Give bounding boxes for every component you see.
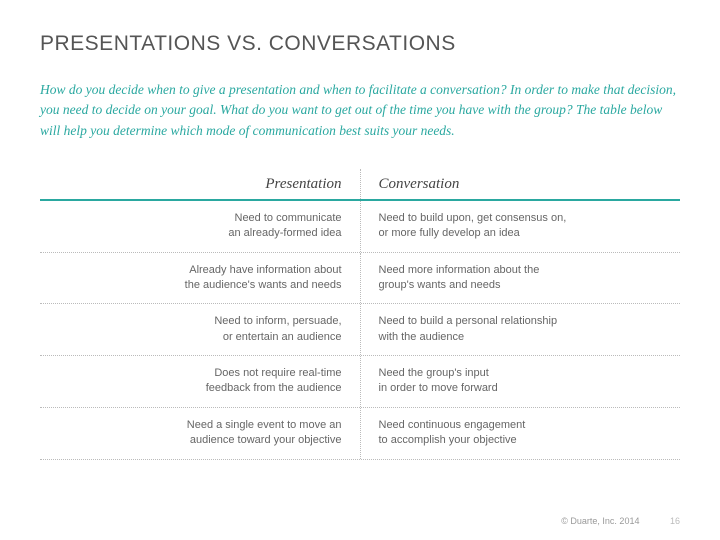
table-row: Need a single event to move anaudience t…: [40, 408, 680, 460]
page-number: 16: [670, 516, 680, 526]
copyright-text: © Duarte, Inc. 2014: [561, 516, 639, 526]
header-conversation: Conversation: [361, 169, 681, 199]
presentation-cell: Need to communicatean already-formed ide…: [40, 201, 361, 252]
conversation-cell: Need to build upon, get consensus on,or …: [361, 201, 681, 252]
conversation-cell: Need the group's inputin order to move f…: [361, 356, 681, 407]
header-presentation: Presentation: [40, 169, 361, 199]
conversation-cell: Need to build a personal relationshipwit…: [361, 304, 681, 355]
table-row: Already have information aboutthe audien…: [40, 253, 680, 305]
table-row: Does not require real-timefeedback from …: [40, 356, 680, 408]
comparison-table: Presentation Conversation Need to commun…: [40, 169, 680, 460]
presentation-cell: Does not require real-timefeedback from …: [40, 356, 361, 407]
page-title: PRESENTATIONS VS. CONVERSATIONS: [40, 32, 680, 56]
header-right-label: Conversation: [379, 176, 460, 192]
presentation-cell: Need to inform, persuade,or entertain an…: [40, 304, 361, 355]
conversation-cell: Need more information about thegroup's w…: [361, 253, 681, 304]
table-row: Need to communicatean already-formed ide…: [40, 201, 680, 253]
presentation-cell: Need a single event to move anaudience t…: [40, 408, 361, 459]
footer: © Duarte, Inc. 2014 16: [561, 516, 680, 526]
table-header-row: Presentation Conversation: [40, 169, 680, 199]
conversation-cell: Need continuous engagementto accomplish …: [361, 408, 681, 459]
header-left-label: Presentation: [265, 176, 341, 192]
table-row: Need to inform, persuade,or entertain an…: [40, 304, 680, 356]
intro-paragraph: How do you decide when to give a present…: [40, 80, 680, 141]
presentation-cell: Already have information aboutthe audien…: [40, 253, 361, 304]
